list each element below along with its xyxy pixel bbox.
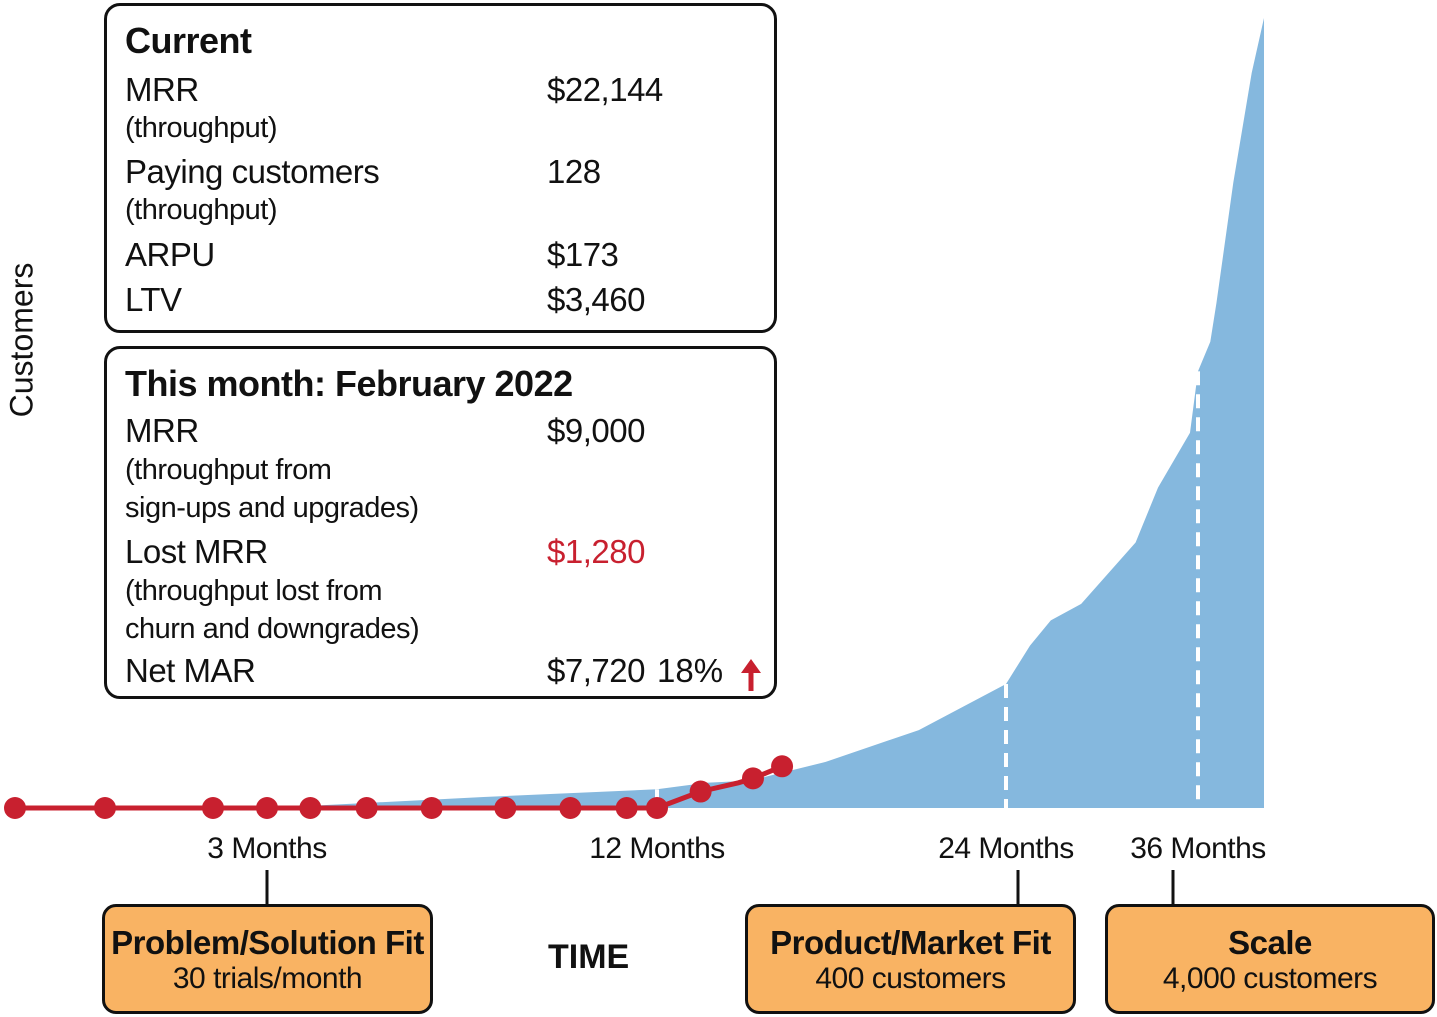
lost-mrr-label: Lost MRR — [125, 533, 268, 570]
actual-point — [741, 767, 764, 790]
actual-point — [355, 797, 378, 819]
current-customers-label: Paying customers — [125, 153, 380, 190]
current-mrr-value: $22,144 — [547, 71, 663, 108]
stage-desc: 30 trials/month — [172, 962, 363, 995]
tick-label-3-months: 3 Months — [207, 832, 327, 865]
lost-mrr-value: $1,280 — [547, 533, 645, 570]
current-arpu-label: ARPU — [125, 236, 215, 273]
net-mar-value: $7,720 — [547, 652, 645, 689]
stage-problem-solution-fit: Problem/Solution Fit 30 trials/month — [102, 904, 433, 1014]
month-mrr-value: $9,000 — [547, 412, 645, 449]
actual-point — [771, 755, 794, 778]
actual-point — [256, 797, 278, 819]
tick-label-36-months: 36 Months — [1130, 832, 1266, 865]
actual-point — [4, 797, 26, 819]
actual-point — [559, 797, 582, 819]
actual-point — [689, 780, 712, 803]
x-axis-label: TIME — [548, 938, 630, 976]
actual-point — [299, 797, 322, 819]
stage-desc: 4,000 customers — [1162, 962, 1378, 995]
stage-desc: 400 customers — [815, 962, 1006, 995]
current-customers-value: 128 — [547, 153, 601, 190]
tick-label-24-months: 24 Months — [938, 832, 1074, 865]
actual-point — [94, 797, 116, 819]
actual-point — [420, 797, 443, 819]
stage-connectors — [265, 870, 1175, 904]
stage-product-market-fit: Product/Market Fit 400 customers — [745, 904, 1076, 1014]
current-arpu-value: $173 — [547, 236, 619, 273]
lost-mrr-sub-2: churn and downgrades) — [125, 613, 420, 645]
actual-point — [494, 797, 517, 819]
month-mrr-sub-1: (throughput from — [125, 454, 332, 486]
current-ltv-value: $3,460 — [547, 281, 645, 318]
current-metrics-panel: Current MRR $22,144 (throughput) Paying … — [104, 3, 777, 333]
net-mar-label: Net MAR — [125, 652, 256, 689]
actual-point — [615, 797, 638, 819]
tick-label-12-months: 12 Months — [589, 832, 725, 865]
current-mrr-sub: (throughput) — [125, 112, 278, 144]
up-arrow-icon — [741, 659, 761, 691]
current-customers-sub: (throughput) — [125, 194, 278, 226]
actual-point — [202, 797, 224, 819]
stage-name: Problem/Solution Fit — [111, 924, 424, 961]
stage-scale: Scale 4,000 customers — [1105, 904, 1435, 1014]
net-mar-percent: 18% — [657, 652, 724, 689]
actual-customers-points — [4, 755, 794, 819]
y-axis-label: Customers — [3, 262, 40, 418]
current-title: Current — [125, 20, 252, 61]
current-mrr-label: MRR — [125, 71, 199, 108]
month-mrr-label: MRR — [125, 412, 199, 449]
lost-mrr-sub-1: (throughput lost from — [125, 575, 383, 607]
stage-name: Scale — [1228, 924, 1312, 961]
monthly-metrics-panel: This month: February 2022 MRR $9,000 (th… — [104, 346, 777, 699]
stage-name: Product/Market Fit — [770, 924, 1051, 961]
actual-point — [646, 797, 668, 819]
month-title: This month: February 2022 — [125, 363, 573, 404]
current-ltv-label: LTV — [125, 281, 182, 318]
month-mrr-sub-2: sign-ups and upgrades) — [125, 492, 419, 524]
projected-customers-area — [267, 18, 1264, 808]
